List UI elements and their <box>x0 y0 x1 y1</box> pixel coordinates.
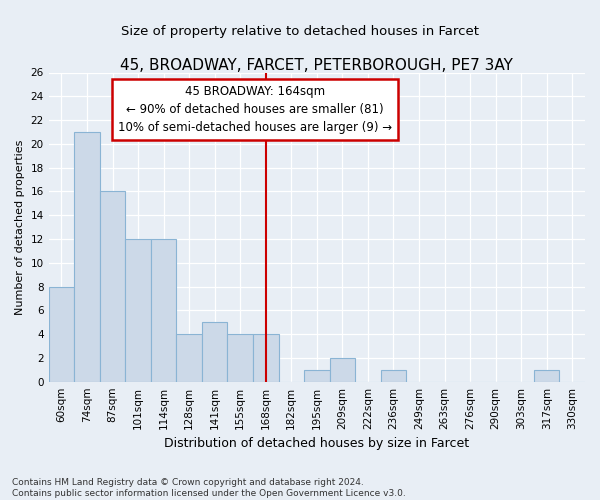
Bar <box>253 334 278 382</box>
Title: 45, BROADWAY, FARCET, PETERBOROUGH, PE7 3AY: 45, BROADWAY, FARCET, PETERBOROUGH, PE7 … <box>121 58 513 72</box>
X-axis label: Distribution of detached houses by size in Farcet: Distribution of detached houses by size … <box>164 437 469 450</box>
Bar <box>125 239 151 382</box>
Bar <box>380 370 406 382</box>
Bar <box>304 370 329 382</box>
Y-axis label: Number of detached properties: Number of detached properties <box>15 140 25 315</box>
Bar <box>329 358 355 382</box>
Bar <box>202 322 227 382</box>
Bar <box>534 370 559 382</box>
Bar <box>100 192 125 382</box>
Text: 45 BROADWAY: 164sqm
← 90% of detached houses are smaller (81)
10% of semi-detach: 45 BROADWAY: 164sqm ← 90% of detached ho… <box>118 85 392 134</box>
Bar <box>49 286 74 382</box>
Bar <box>151 239 176 382</box>
Bar <box>227 334 253 382</box>
Text: Size of property relative to detached houses in Farcet: Size of property relative to detached ho… <box>121 24 479 38</box>
Text: Contains HM Land Registry data © Crown copyright and database right 2024.
Contai: Contains HM Land Registry data © Crown c… <box>12 478 406 498</box>
Bar <box>176 334 202 382</box>
Bar <box>74 132 100 382</box>
